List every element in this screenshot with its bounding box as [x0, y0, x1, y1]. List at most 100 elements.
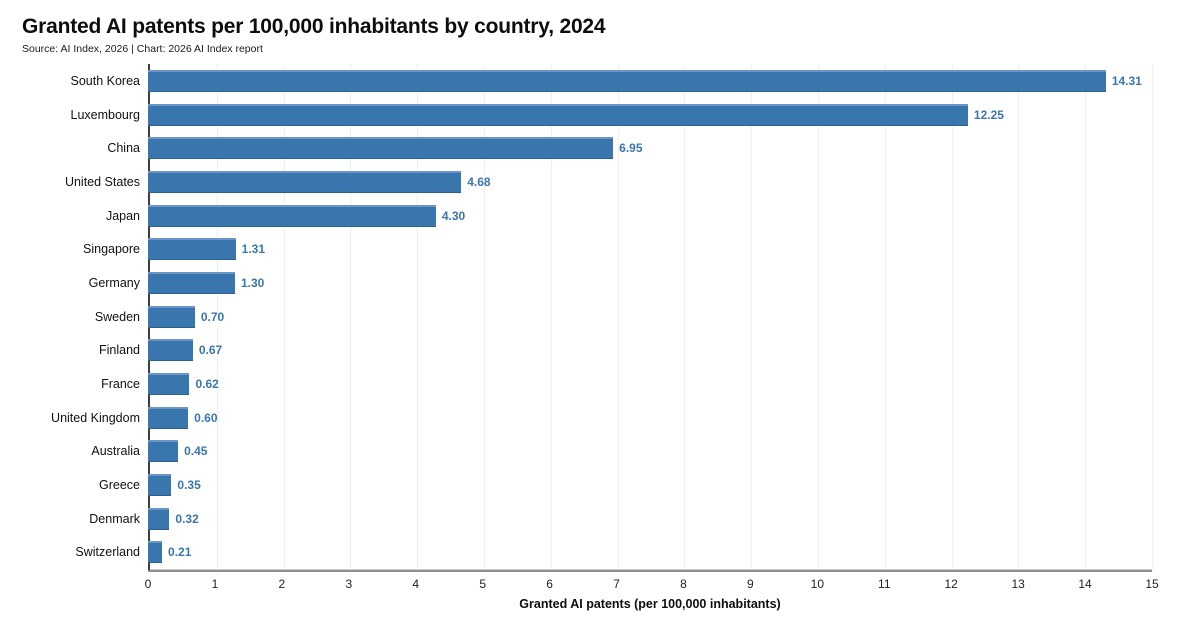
x-tick-label: 15 [1145, 577, 1159, 592]
bar [148, 440, 179, 463]
bar-track: 6.95 [148, 137, 1152, 160]
x-tick-label: 10 [810, 577, 825, 592]
category-label: Finland [99, 343, 140, 358]
category-label: China [107, 141, 140, 156]
bar-row: France 0.62 [22, 367, 1152, 401]
bar-track: 0.67 [148, 339, 1152, 362]
bar-track: 1.30 [148, 271, 1152, 294]
bar [148, 406, 189, 429]
x-tick-label: 13 [1011, 577, 1025, 592]
value-label: 0.45 [184, 444, 208, 459]
x-tick-label: 1 [211, 577, 219, 592]
x-axis-line [148, 569, 1152, 573]
bar [148, 69, 1106, 92]
gridline [818, 64, 819, 570]
category-label: Singapore [83, 242, 140, 257]
x-tick-label: 6 [546, 577, 553, 592]
x-tick-label: 12 [944, 577, 958, 592]
bar [148, 507, 170, 530]
bar-track: 0.32 [148, 507, 1152, 530]
bar [148, 305, 195, 328]
gridline [684, 64, 686, 570]
gridline [1018, 64, 1020, 570]
bar [148, 204, 436, 227]
bar [148, 103, 968, 126]
gridline [350, 64, 352, 570]
bar-track: 4.68 [148, 170, 1152, 193]
x-axis-ticks: 0 1 2 3 4 5 6 7 8 9 10 11 12 13 14 15 [144, 572, 1159, 592]
x-tick-label: 9 [747, 577, 754, 592]
gridline [884, 64, 886, 570]
bar [148, 373, 190, 396]
gridline [417, 64, 419, 570]
bar-track: 0.70 [148, 305, 1152, 328]
page-title: Granted AI patents per 100,000 inhabitan… [22, 15, 606, 38]
bar-row: Australia 0.45 [22, 435, 1152, 469]
bar-row: Denmark 0.32 [22, 502, 1152, 536]
x-tick-label: 4 [412, 577, 420, 592]
bar-row: Luxembourg 12.25 [22, 98, 1152, 132]
value-label: 0.35 [177, 478, 201, 493]
category-label: Denmark [89, 511, 140, 526]
bar [148, 339, 193, 362]
x-tick-label: 0 [144, 577, 152, 592]
x-tick-label: 2 [278, 577, 286, 592]
bar [148, 170, 462, 193]
bar-track: 0.60 [148, 406, 1152, 429]
category-label: Australia [91, 444, 140, 459]
category-label: Switzerland [75, 545, 140, 560]
category-label: France [101, 377, 140, 392]
bar-row: Japan 4.30 [22, 199, 1152, 233]
bar-track: 0.21 [148, 541, 1152, 564]
bar [148, 474, 172, 497]
x-tick-label: 7 [613, 577, 620, 592]
category-label: Luxembourg [70, 107, 141, 122]
x-tick-label: 3 [345, 577, 353, 592]
category-label: Greece [99, 478, 140, 493]
bar [148, 271, 235, 294]
bar-track: 0.45 [148, 440, 1152, 463]
value-label: 0.60 [194, 410, 218, 425]
category-label: South Korea [70, 73, 141, 88]
value-label: 12.25 [973, 107, 1004, 122]
gridline [1152, 64, 1153, 570]
x-tick-label: 8 [680, 577, 687, 592]
category-label: Japan [105, 208, 140, 223]
category-label: Sweden [94, 309, 140, 324]
gridline [484, 64, 485, 570]
value-label: 6.95 [619, 141, 643, 156]
bar [148, 137, 614, 160]
x-tick-label: 5 [479, 577, 486, 592]
value-label: 1.30 [241, 275, 265, 290]
x-axis-title: Granted AI patents (per 100,000 inhabita… [519, 597, 781, 612]
bar-track: 14.31 [148, 69, 1152, 92]
value-label: 1.31 [241, 242, 266, 257]
category-label: United States [64, 174, 140, 189]
bar-track: 0.35 [148, 474, 1152, 497]
value-label: 4.68 [467, 174, 491, 189]
value-label: 0.62 [195, 377, 219, 392]
bar-row: South Korea 14.31 [22, 64, 1152, 98]
value-label: 14.31 [1111, 73, 1142, 88]
bar-rows: South Korea 14.31 Luxembourg 12.25 China 6.95… [22, 64, 1152, 569]
value-label: 0.21 [168, 545, 192, 560]
gridline [216, 64, 218, 570]
category-label: United Kingdom [51, 410, 140, 425]
bar-row: China 6.95 [22, 131, 1152, 165]
gridline [617, 64, 619, 570]
value-label: 0.70 [200, 309, 225, 324]
gridline [751, 64, 753, 570]
bar-row: Germany 1.30 [22, 266, 1152, 300]
bar [148, 238, 236, 261]
bar-row: Switzerland 0.21 [22, 536, 1152, 570]
bar-row: Greece 0.35 [22, 468, 1152, 502]
gridline [1085, 64, 1087, 570]
bar-row: United States 4.68 [22, 165, 1152, 199]
category-label: Germany [88, 275, 140, 290]
gridline [283, 64, 285, 570]
bar-track: 1.31 [148, 238, 1152, 261]
bar [148, 541, 163, 564]
bar-row: Singapore 1.31 [22, 232, 1152, 266]
bar-track: 12.25 [148, 103, 1152, 126]
